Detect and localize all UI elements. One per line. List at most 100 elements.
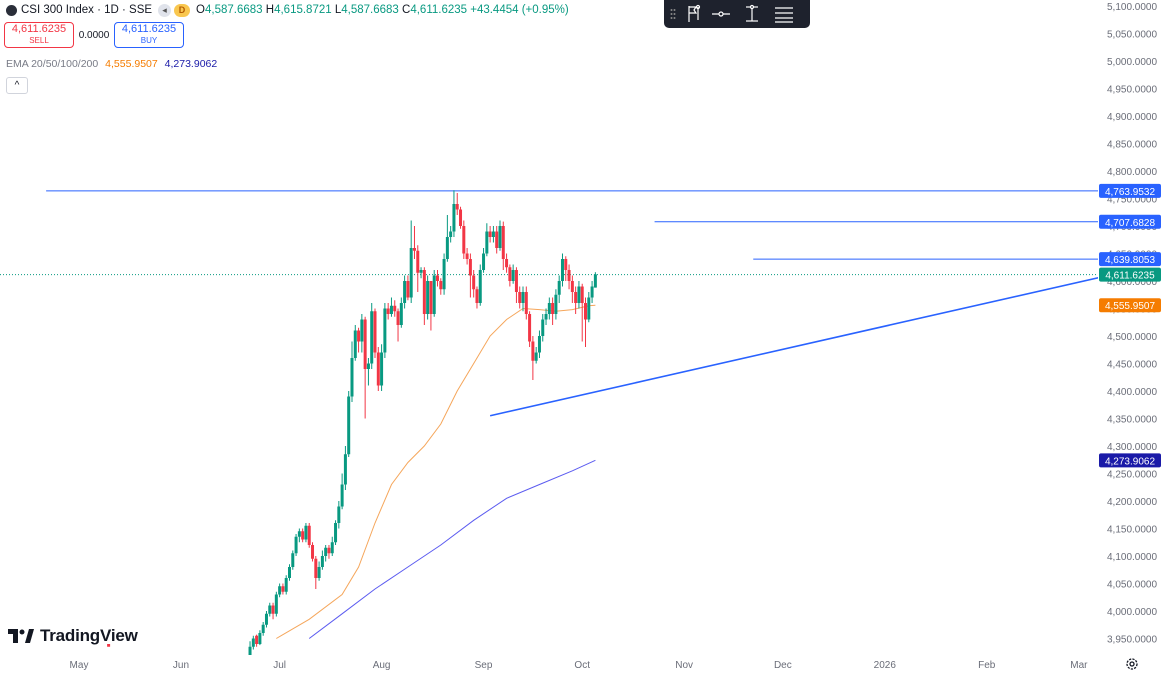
candle-down: [514, 270, 518, 292]
candle-down: [465, 253, 469, 259]
candle-down: [567, 270, 571, 281]
menu-icon[interactable]: [768, 0, 800, 28]
price-label-text: 4,555.9507: [1105, 301, 1155, 312]
candle-up: [324, 547, 328, 556]
buy-button[interactable]: 4,611.6235 BUY: [114, 22, 184, 48]
y-tick-label: 5,000.0000: [1107, 57, 1157, 68]
candle-down: [255, 635, 259, 644]
candle-up: [370, 311, 374, 364]
y-tick-label: 5,050.0000: [1107, 30, 1157, 41]
price-label-box: [1099, 183, 1161, 198]
flag-tool-icon[interactable]: [682, 0, 706, 28]
ema200-value: 4,273.9062: [164, 58, 218, 70]
candle-down: [531, 341, 535, 361]
tradingview-logo[interactable]: TradingView: [8, 626, 138, 646]
y-tick-label: 4,800.0000: [1107, 167, 1157, 178]
candle-down: [311, 545, 315, 559]
sell-button[interactable]: 4,611.6235 SELL: [4, 22, 74, 48]
data-source-badge[interactable]: D: [174, 3, 191, 17]
chevron-icon[interactable]: ◂: [158, 3, 172, 17]
candle-down: [508, 267, 512, 281]
y-tick-label: 4,100.0000: [1107, 552, 1157, 563]
candle-up: [350, 358, 354, 397]
candle-down: [357, 330, 361, 342]
horizontal-ray-icon[interactable]: [706, 0, 736, 28]
candle-up: [248, 646, 252, 655]
y-tick-label: 3,950.0000: [1107, 635, 1157, 646]
price-label-box: [1099, 298, 1161, 313]
candle-up: [426, 281, 430, 314]
candle-down: [574, 292, 578, 303]
candle-down: [501, 226, 505, 259]
y-tick-label: 4,050.0000: [1107, 580, 1157, 591]
candle-up: [445, 237, 449, 259]
candle-up: [590, 286, 594, 298]
collapse-legend-button[interactable]: ^: [6, 77, 28, 94]
sell-label: SELL: [29, 36, 49, 45]
price-range-icon[interactable]: [736, 0, 768, 28]
candle-up: [291, 553, 295, 567]
y-tick-label: 4,400.0000: [1107, 387, 1157, 398]
candle-down: [475, 289, 479, 303]
candle-up: [537, 336, 541, 353]
candle-down: [455, 204, 459, 210]
candle-down: [396, 311, 400, 325]
y-tick-label: 4,750.0000: [1107, 195, 1157, 206]
candle-down: [551, 303, 555, 314]
candle-up: [547, 303, 551, 314]
ema200-line: [308, 459, 596, 639]
x-tick-label: 2026: [874, 660, 897, 671]
candle-up: [274, 594, 278, 614]
sell-price: 4,611.6235: [11, 23, 67, 35]
change-value: +43.4454 (+0.95%): [470, 4, 569, 16]
candle-up: [284, 578, 288, 592]
candle-down: [271, 605, 275, 614]
candle-up: [587, 297, 591, 320]
candle-down: [488, 231, 492, 237]
price-label-box: [1099, 252, 1161, 267]
candle-down: [505, 259, 509, 268]
y-tick-label: 4,500.0000: [1107, 332, 1157, 343]
candle-down: [406, 281, 410, 298]
y-tick-label: 4,000.0000: [1107, 607, 1157, 618]
x-tick-label: May: [70, 660, 89, 671]
price-label-box: [1099, 267, 1161, 282]
open-value: 4,587.6683: [205, 4, 263, 16]
candle-up: [403, 281, 407, 303]
spread-value: 0.0000: [78, 29, 110, 41]
candle-down: [416, 250, 420, 273]
x-tick-label: Mar: [1070, 660, 1088, 671]
ema-legend[interactable]: EMA 20/50/100/200 4,555.9507 4,273.9062: [6, 58, 217, 70]
x-tick-label: Dec: [774, 660, 792, 671]
candle-up: [560, 259, 564, 281]
candle-up: [380, 352, 384, 386]
candle-up: [452, 204, 456, 232]
candle-down: [564, 259, 568, 270]
symbol-title[interactable]: CSI 300 Index · 1D · SSE: [21, 4, 153, 16]
candle-up: [593, 274, 597, 288]
x-tick-label: Aug: [373, 660, 391, 671]
candle-up: [340, 484, 344, 507]
candle-up: [409, 248, 413, 298]
chart-header: CSI 300 Index · 1D · SSE ◂ D O4,587.6683…: [6, 2, 569, 18]
x-tick-label: Sep: [475, 660, 493, 671]
candle-up: [304, 525, 308, 540]
candle-down: [570, 281, 574, 292]
drawing-toolbar: [664, 0, 810, 28]
candle-up: [442, 259, 446, 290]
candle-down: [468, 259, 472, 276]
candle-down: [472, 275, 476, 290]
candle-up: [264, 613, 268, 625]
drag-handle-icon[interactable]: [664, 0, 682, 28]
candle-up: [482, 253, 486, 270]
candle-down: [429, 281, 433, 314]
x-tick-label: Jul: [273, 660, 286, 671]
buy-label: BUY: [140, 36, 158, 45]
candle-down: [376, 352, 380, 386]
candle-down: [584, 303, 588, 320]
candle-down: [422, 270, 426, 314]
candle-down: [436, 275, 440, 281]
settings-gear-icon[interactable]: [1125, 657, 1139, 671]
candle-up: [268, 605, 272, 614]
